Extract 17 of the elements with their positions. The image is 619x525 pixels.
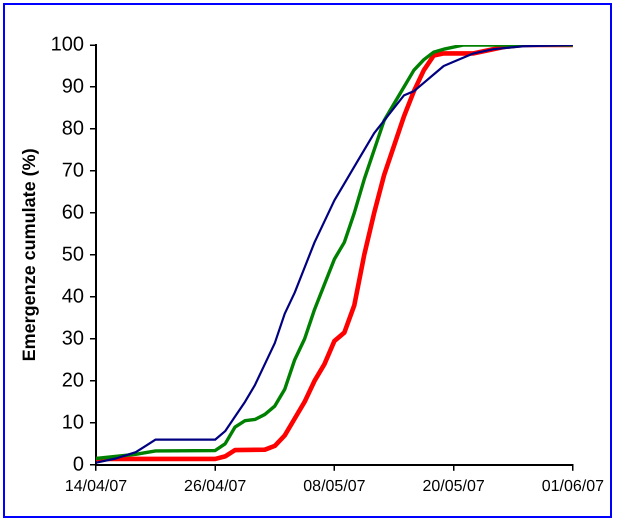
x-tick-label: 14/04/07 xyxy=(64,478,128,495)
y-tick-label: 10 xyxy=(62,411,84,434)
y-tick-label: 30 xyxy=(62,327,84,350)
y-tick-label: 60 xyxy=(62,201,84,224)
x-tick-label: 20/05/07 xyxy=(422,478,485,495)
x-tick-label: 01/06/07 xyxy=(542,478,604,495)
y-tick-label: 100 xyxy=(50,34,84,56)
y-tick-label: 80 xyxy=(62,117,84,140)
y-tick-label: 20 xyxy=(62,369,84,392)
y-axis-title: Emergenze cumulate (%) xyxy=(18,148,39,362)
y-tick-label: 0 xyxy=(72,453,84,476)
y-tick-label: 40 xyxy=(62,285,84,308)
y-tick-label: 70 xyxy=(62,159,84,182)
y-tick-label: 90 xyxy=(62,75,84,98)
x-tick-label: 26/04/07 xyxy=(184,478,246,495)
y-tick-label: 50 xyxy=(62,243,84,266)
x-tick-label: 08/05/07 xyxy=(303,478,366,495)
